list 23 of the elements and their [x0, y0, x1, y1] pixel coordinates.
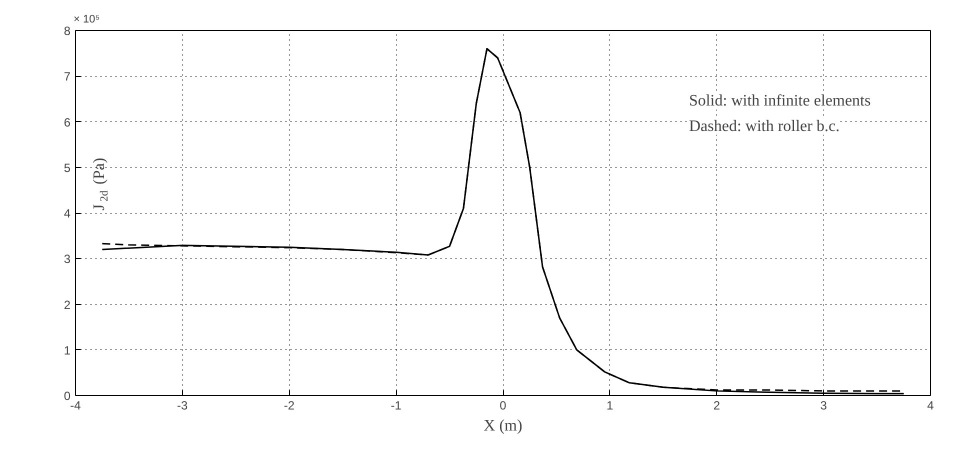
- x-axis-title: X (m): [484, 418, 522, 434]
- x-tick-label: -3: [177, 398, 188, 412]
- y-tick-label: 1: [64, 343, 71, 358]
- y-tick-label: 2: [64, 298, 71, 312]
- y-tick-label: 6: [64, 115, 71, 130]
- x-tick-label: 0: [500, 398, 507, 412]
- y-tick-label: 4: [64, 206, 71, 220]
- text: × 10⁵: [74, 14, 100, 26]
- x-tick-label: 3: [820, 398, 828, 412]
- annotation: Solid: with infinite elements: [688, 92, 871, 110]
- x-tick-label: -2: [284, 398, 295, 412]
- y-tick-label: 8: [64, 24, 71, 38]
- x-tick-label: -1: [390, 398, 402, 412]
- y-tick-label: 3: [64, 252, 71, 266]
- y-tick-label: 0: [64, 389, 71, 403]
- x-tick-label: 4: [927, 398, 934, 412]
- x-tick-label: 1: [606, 398, 614, 412]
- x-tick-label: 2: [713, 398, 720, 412]
- x-tick-label: -4: [70, 398, 82, 412]
- y-tick-label: 7: [64, 70, 71, 84]
- y-axis-title: J2d (Pa): [91, 158, 110, 210]
- y-tick-label: 5: [64, 160, 71, 175]
- annotation: Dashed: with roller b.c.: [688, 118, 840, 135]
